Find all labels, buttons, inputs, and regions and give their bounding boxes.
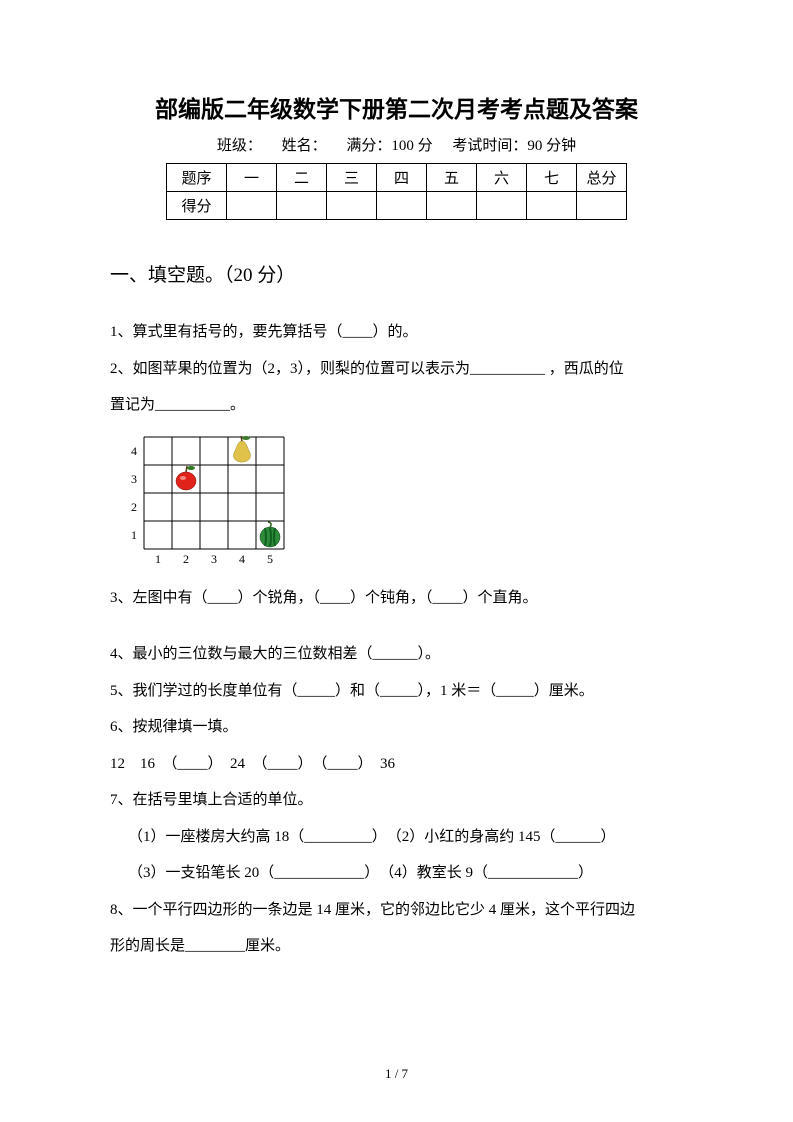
question-2-line2: 置记为__________。 bbox=[110, 388, 683, 423]
cell[interactable] bbox=[477, 192, 527, 220]
svg-text:4: 4 bbox=[131, 444, 137, 458]
cell: 总分 bbox=[577, 164, 627, 192]
question-3: 3、左图中有（____）个锐角，（____）个钝角，（____）个直角。 bbox=[110, 581, 683, 616]
cell[interactable] bbox=[377, 192, 427, 220]
cell[interactable] bbox=[427, 192, 477, 220]
table-row: 得分 bbox=[167, 192, 627, 220]
question-8-line2: 形的周长是________厘米。 bbox=[110, 929, 683, 964]
question-7-row2: （3）一支铅笔长 20（____________） （4）教室长 9（_____… bbox=[110, 856, 683, 891]
svg-text:3: 3 bbox=[131, 472, 137, 486]
cell: 四 bbox=[377, 164, 427, 192]
question-6-seq: 12 16 （____） 24 （____） （____） 36 bbox=[110, 747, 683, 782]
section-header: 一、填空题。（20 分） bbox=[110, 260, 683, 287]
cell: 得分 bbox=[167, 192, 227, 220]
page-footer: 1 / 7 bbox=[0, 1066, 793, 1082]
question-2-line1: 2、如图苹果的位置为（2，3），则梨的位置可以表示为__________ ，西瓜… bbox=[110, 352, 683, 387]
cell[interactable] bbox=[527, 192, 577, 220]
cell[interactable] bbox=[277, 192, 327, 220]
svg-text:1: 1 bbox=[155, 552, 161, 566]
cell[interactable] bbox=[227, 192, 277, 220]
cell[interactable] bbox=[577, 192, 627, 220]
cell: 六 bbox=[477, 164, 527, 192]
score-table: 题序 一 二 三 四 五 六 七 总分 得分 bbox=[166, 163, 627, 220]
cell: 五 bbox=[427, 164, 477, 192]
question-6-label: 6、按规律填一填。 bbox=[110, 710, 683, 745]
svg-text:4: 4 bbox=[239, 552, 245, 566]
page-title: 部编版二年级数学下册第二次月考考点题及答案 bbox=[110, 90, 683, 124]
class-label: 班级： bbox=[217, 138, 262, 154]
svg-text:2: 2 bbox=[183, 552, 189, 566]
cell[interactable] bbox=[327, 192, 377, 220]
grid-svg: 1 2 3 4 5 1 2 3 4 bbox=[120, 427, 290, 577]
svg-text:5: 5 bbox=[267, 552, 273, 566]
cell: 二 bbox=[277, 164, 327, 192]
cell: 三 bbox=[327, 164, 377, 192]
cell: 七 bbox=[527, 164, 577, 192]
svg-text:3: 3 bbox=[211, 552, 217, 566]
cell: 一 bbox=[227, 164, 277, 192]
meta-row: 班级： 姓名： 满分：100 分 考试时间：90 分钟 bbox=[110, 134, 683, 155]
name-label: 姓名： bbox=[282, 138, 327, 154]
svg-text:2: 2 bbox=[131, 500, 137, 514]
table-row: 题序 一 二 三 四 五 六 七 总分 bbox=[167, 164, 627, 192]
question-4: 4、最小的三位数与最大的三位数相差（______）。 bbox=[110, 637, 683, 672]
fullscore-label: 满分：100 分 bbox=[346, 138, 432, 154]
question-7-label: 7、在括号里填上合适的单位。 bbox=[110, 783, 683, 818]
time-label: 考试时间：90 分钟 bbox=[452, 138, 576, 154]
question-1: 1、算式里有括号的，要先算括号（____）的。 bbox=[110, 315, 683, 350]
question-5: 5、我们学过的长度单位有（_____）和（_____），1 米＝（_____）厘… bbox=[110, 674, 683, 709]
coordinate-grid: 1 2 3 4 5 1 2 3 4 bbox=[120, 427, 290, 577]
question-8-line1: 8、一个平行四边形的一条边是 14 厘米，它的邻边比它少 4 厘米，这个平行四边 bbox=[110, 893, 683, 928]
svg-text:1: 1 bbox=[131, 528, 137, 542]
question-7-row1: （1）一座楼房大约高 18（_________） （2）小红的身高约 145（_… bbox=[110, 820, 683, 855]
cell: 题序 bbox=[167, 164, 227, 192]
